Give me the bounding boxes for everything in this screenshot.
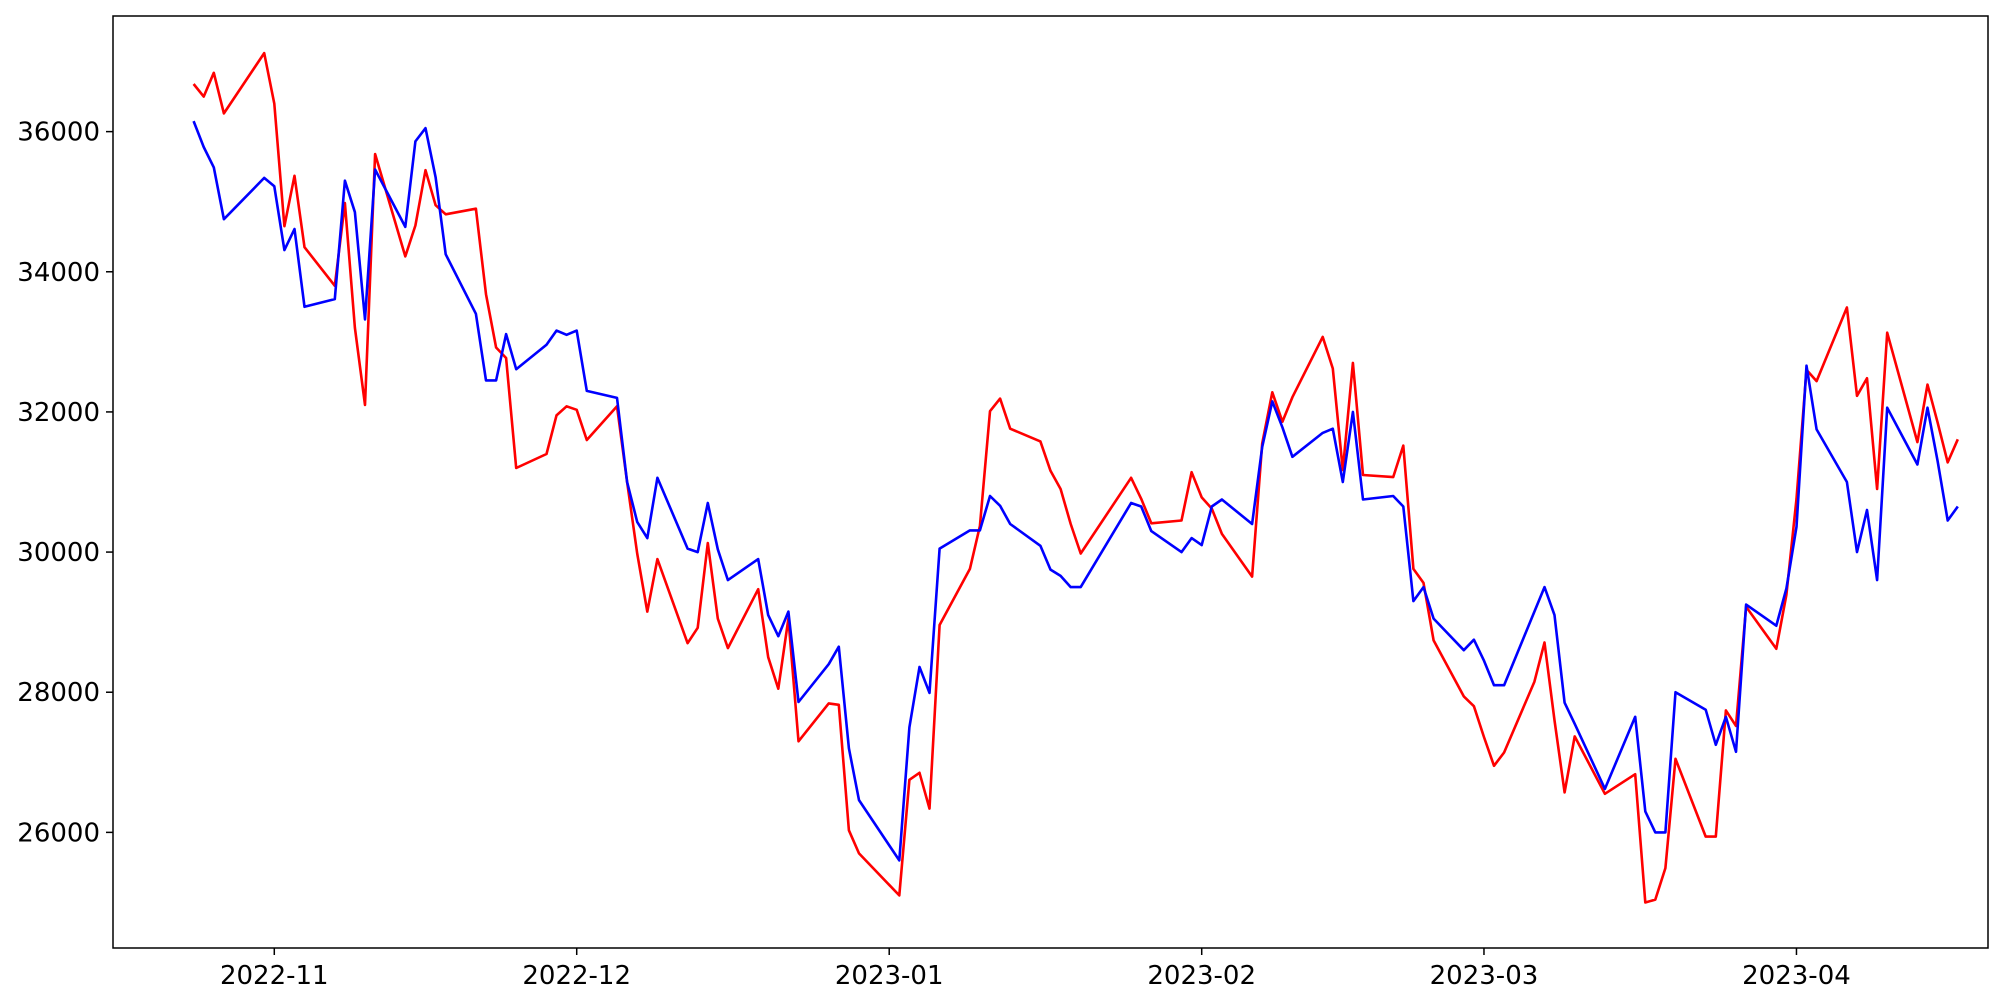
y-axis: 26000 28000 30000 32000 34000 36000 bbox=[17, 118, 113, 848]
x-tick-label: 2022-11 bbox=[220, 961, 329, 991]
series-layer bbox=[192, 51, 1959, 904]
x-tick-label: 2023-03 bbox=[1430, 961, 1539, 991]
plot-frame bbox=[112, 15, 1989, 949]
x-axis: 2022-11 2022-12 2023-01 2023-02 2023-03 2023-… bbox=[220, 948, 1851, 991]
x-tick-label: 2022-12 bbox=[522, 961, 631, 991]
y-tick-label: 30000 bbox=[17, 538, 100, 568]
y-tick-label: 28000 bbox=[17, 678, 100, 708]
series-line-2 bbox=[192, 120, 1959, 862]
y-tick-label: 32000 bbox=[17, 398, 100, 428]
series-line-1 bbox=[192, 51, 1959, 904]
y-tick-label: 26000 bbox=[17, 818, 100, 848]
y-tick-label: 36000 bbox=[17, 118, 100, 148]
x-tick-label: 2023-04 bbox=[1742, 961, 1851, 991]
y-tick-label: 34000 bbox=[17, 258, 100, 288]
x-tick-label: 2023-02 bbox=[1147, 961, 1256, 991]
x-tick-label: 2023-01 bbox=[835, 961, 944, 991]
